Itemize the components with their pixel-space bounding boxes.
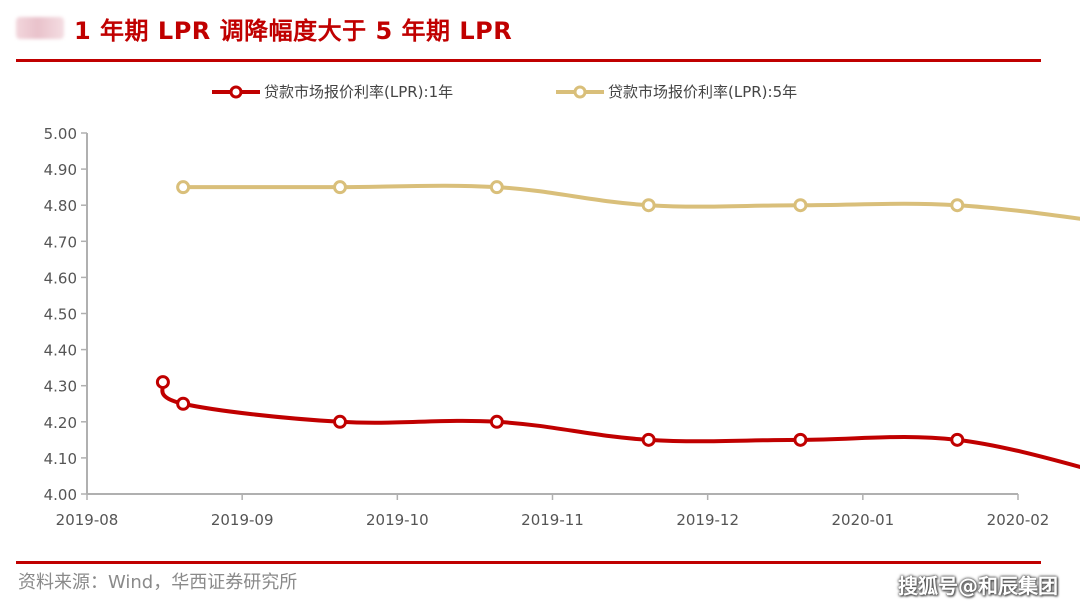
legend: 贷款市场报价利率(LPR):1年 贷款市场报价利率(LPR):5年 — [212, 83, 797, 101]
legend-label-1y: 贷款市场报价利率(LPR):1年 — [264, 83, 453, 101]
y-tick-label: 4.60 — [44, 269, 77, 287]
series-5y-point — [950, 198, 965, 213]
series-1y-line — [160, 380, 1080, 470]
y-tick-label: 4.00 — [44, 486, 77, 504]
series-1y-point — [489, 414, 504, 429]
series-1y-point — [155, 375, 170, 390]
x-tick-label: 2020-01 — [831, 511, 894, 529]
x-tick-label: 2019-09 — [211, 511, 274, 529]
series-1y-point — [332, 414, 347, 429]
footer-divider — [16, 561, 1041, 564]
series-1y-point — [950, 432, 965, 447]
series-1y — [155, 375, 1080, 470]
blurred-logo — [16, 17, 64, 39]
chart-title: 1 年期 LPR 调降幅度大于 5 年期 LPR — [74, 16, 513, 45]
x-tick-label: 2019-12 — [676, 511, 739, 529]
y-axis-tick-labels: 4.00 4.10 4.20 4.30 4.40 4.50 4.60 4.70 4.80 4.90… — [44, 125, 77, 504]
x-tick-label: 2019-08 — [56, 511, 119, 529]
title-divider — [16, 59, 1041, 62]
legend-item-1y: 贷款市场报价利率(LPR):1年 — [212, 83, 453, 101]
y-tick-label: 4.80 — [44, 197, 77, 215]
series-layer — [155, 180, 1080, 470]
y-tick-label: 4.70 — [44, 233, 77, 251]
series-5y-line — [181, 183, 1080, 221]
legend-item-5y: 贷款市场报价利率(LPR):5年 — [556, 83, 797, 101]
axes — [81, 132, 1019, 500]
source-note: 资料来源：Wind，华西证券研究所 — [18, 572, 298, 593]
series-5y-point — [793, 198, 808, 213]
series-5y-point — [641, 198, 656, 213]
x-tick-label: 2020-02 — [987, 511, 1050, 529]
series-1y-point — [793, 432, 808, 447]
y-tick-label: 5.00 — [44, 125, 77, 143]
x-tick-label: 2019-11 — [521, 511, 584, 529]
x-axis-tick-labels: 2019-08 2019-09 2019-10 2019-11 2019-12 2020-… — [56, 511, 1050, 529]
series-5y-point — [332, 180, 347, 195]
legend-label-5y: 贷款市场报价利率(LPR):5年 — [608, 83, 797, 101]
y-tick-label: 4.50 — [44, 306, 77, 324]
y-tick-label: 4.30 — [44, 378, 77, 396]
series-5y-point — [176, 180, 191, 195]
x-tick-label: 2019-10 — [366, 511, 429, 529]
y-tick-label: 4.20 — [44, 414, 77, 432]
series-1y-point — [176, 396, 191, 411]
watermark: 搜狐号@和辰集团 — [898, 574, 1058, 598]
series-1y-point — [641, 432, 656, 447]
y-tick-label: 4.40 — [44, 342, 77, 360]
series-5y-point — [489, 180, 504, 195]
y-tick-label: 4.90 — [44, 161, 77, 179]
y-tick-label: 4.10 — [44, 450, 77, 468]
series-5y — [176, 180, 1080, 221]
title-row: 1 年期 LPR 调降幅度大于 5 年期 LPR — [16, 8, 512, 48]
